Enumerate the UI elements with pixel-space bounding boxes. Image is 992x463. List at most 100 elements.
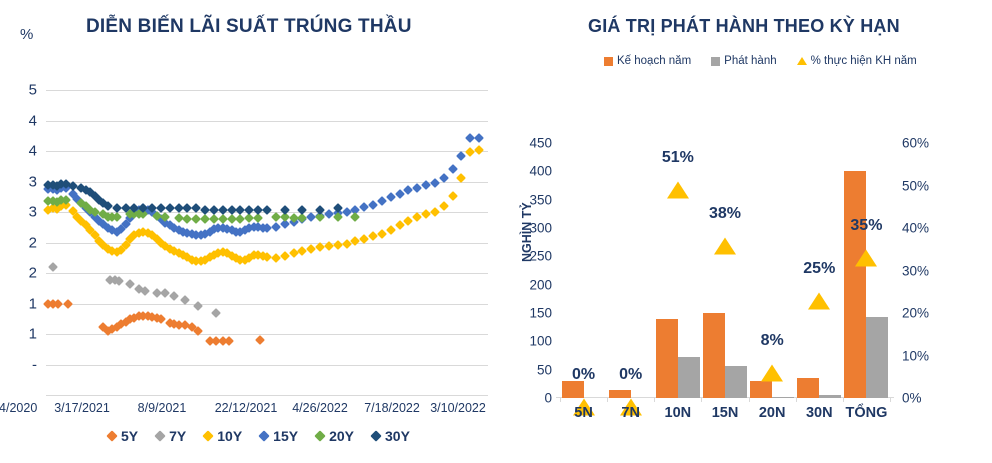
right-chart-ytick-right: 0%: [902, 390, 922, 406]
left-chart-xtick: 3/17/2021: [54, 401, 110, 415]
legend-item-1[interactable]: Kế hoạch năm: [604, 55, 691, 67]
left-chart-ytick: 1: [28, 325, 37, 343]
marker-pct-7N: [619, 398, 642, 416]
marker-pct-5N: [572, 398, 595, 416]
legend-triangle-icon: [796, 57, 807, 65]
legend-item-30y[interactable]: 30Y: [370, 428, 410, 444]
legend-item-2[interactable]: Phát hành: [711, 55, 777, 67]
right-chart-ytick-left: 100: [529, 333, 552, 349]
data-point-15y: [376, 196, 387, 206]
legend-label: 20Y: [329, 428, 355, 444]
legend-diamond-icon: [314, 430, 326, 442]
data-point-20y: [350, 211, 361, 222]
legend-diamond-icon: [106, 430, 118, 442]
bar-issued-10N[interactable]: [677, 357, 700, 398]
legend-item-10y[interactable]: 10Y: [202, 428, 243, 444]
left-chart-xtick: 22/12/2021: [214, 401, 278, 415]
legend-label: % thực hiện KH năm: [810, 55, 917, 67]
right-chart-ytick-left: 50: [536, 362, 552, 378]
legend-item-5y[interactable]: 5Y: [106, 428, 139, 444]
bar-issued-15N[interactable]: [725, 365, 747, 398]
left-chart-ytick: 5: [28, 81, 37, 99]
data-point-7y: [125, 279, 135, 289]
right-chart-ytick-left: 350: [529, 192, 552, 208]
legend-diamond-icon: [258, 430, 270, 442]
bar-plan-15N[interactable]: [703, 313, 725, 398]
right-chart-ytick-left: 150: [529, 305, 552, 321]
data-point-10y: [447, 191, 458, 202]
right-chart-ytick-left: 450: [529, 135, 552, 151]
data-point-15y: [323, 209, 334, 220]
bar-issued-TỔNG[interactable]: [866, 316, 889, 398]
right-chart-ytick-left: 300: [529, 220, 552, 236]
legend-diamond-icon: [370, 430, 382, 442]
bar-plan-5N[interactable]: [561, 381, 584, 398]
left-chart-xtick: 3/10/2022: [430, 401, 486, 415]
gridline: [46, 242, 488, 244]
pct-label-20N: 8%: [760, 332, 784, 349]
category-label-15N: 15N: [711, 405, 739, 421]
right-chart-plot-area: 450 400 350 300 250 200 150 100 50 0 60% 50% 40% 30% 2…: [529, 136, 929, 422]
marker-pct-TỔNG: [855, 249, 878, 267]
right-chart-ytick-right: 30%: [902, 263, 930, 278]
data-point-10y: [332, 239, 343, 250]
legend-item-3[interactable]: % thực hiện KH năm: [796, 55, 917, 67]
data-point-5y: [53, 299, 64, 310]
legend-item-7y[interactable]: 7Y: [154, 428, 187, 444]
left-chart-ytick: 2: [28, 264, 37, 282]
bar-plan-10N[interactable]: [655, 318, 678, 398]
right-chart-ytick-right: 20%: [902, 305, 930, 321]
left-chart-xtick: 7/18/2022: [364, 401, 420, 415]
legend-item-20y[interactable]: 20Y: [314, 428, 355, 444]
gridline: [46, 273, 488, 274]
left-chart-unit-label: %: [20, 26, 34, 43]
data-point-20y: [217, 214, 228, 225]
legend-label: 7Y: [169, 428, 187, 444]
data-point-10y: [385, 225, 396, 236]
data-point-10y: [438, 200, 449, 211]
data-point-5y: [63, 299, 74, 310]
legend-item-15y[interactable]: 15Y: [258, 428, 299, 444]
bar-issued-20N[interactable]: [772, 396, 795, 398]
right-chart-panel: GIÁ TRỊ PHÁT HÀNH THEO KỲ HẠN Kế hoạch n…: [500, 0, 992, 463]
legend-label: 5Y: [121, 428, 139, 444]
bar-plan-TỔNG[interactable]: [844, 171, 867, 398]
left-chart-xtick: 4/26/2022: [292, 401, 348, 415]
gridline: [46, 151, 488, 152]
left-chart-panel: % DIỄN BIẾN LÃI SUẤT TRÚNG THẦU 5 4 4 3 3 2 2 1…: [0, 16, 488, 444]
left-chart-xtick: 10/14/2020: [0, 401, 38, 415]
axis-tick: [701, 398, 703, 402]
left-chart-xtick: 8/9/2021: [137, 401, 187, 415]
left-chart-ytick: -: [32, 356, 37, 373]
data-point-7y: [47, 261, 58, 272]
category-label-20N: 20N: [758, 405, 786, 421]
bar-plan-7N[interactable]: [608, 389, 631, 398]
right-chart-legend: Kế hoạch năm Phát hành % thực hiện KH năm: [604, 55, 937, 67]
bar-plan-30N[interactable]: [797, 378, 820, 398]
data-point-20y: [235, 214, 246, 225]
right-chart-ytick-left: 200: [529, 277, 552, 293]
bar-plan-20N[interactable]: [750, 381, 773, 398]
axis-tick: [607, 398, 609, 402]
data-point-7y: [193, 300, 204, 311]
data-point-5y: [224, 336, 235, 347]
legend-square-icon: [604, 56, 613, 66]
data-point-7y: [169, 291, 180, 302]
legend-label: 15Y: [273, 428, 299, 444]
gridline: [46, 334, 488, 335]
bar-issued-30N[interactable]: [819, 395, 842, 398]
legend-label: 10Y: [217, 428, 243, 444]
data-point-5y: [255, 335, 266, 346]
category-label-30N: 30N: [805, 405, 833, 421]
marker-pct-20N: [761, 364, 784, 382]
right-chart-ytick-right: 50%: [902, 178, 930, 193]
category-label-10N: 10N: [664, 405, 692, 421]
right-chart-title: GIÁ TRỊ PHÁT HÀNH THEO KỲ HẠN: [588, 16, 900, 36]
pct-label-15N: 38%: [708, 204, 742, 222]
data-point-15y: [474, 132, 485, 143]
legend-label: 30Y: [385, 428, 410, 444]
axis-tick: [654, 398, 656, 402]
right-chart-ytick-left: 0: [544, 390, 552, 406]
marker-pct-10N: [666, 181, 689, 199]
